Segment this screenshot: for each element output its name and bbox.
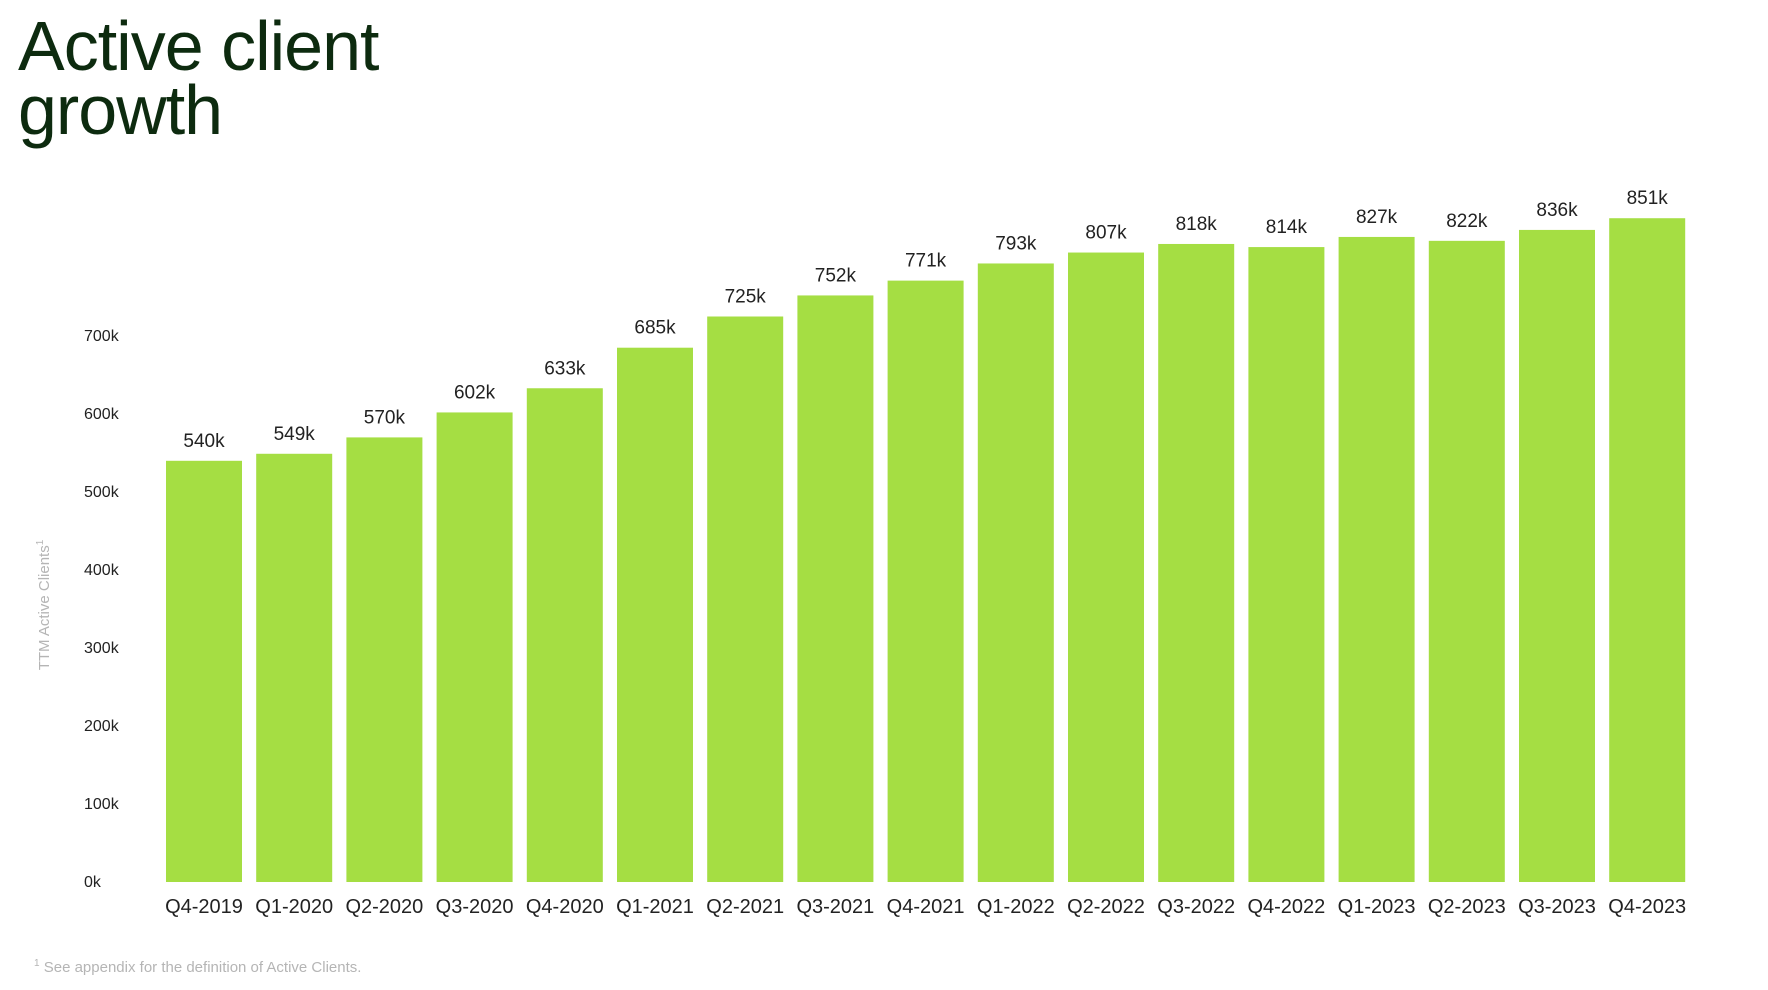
bar <box>707 316 784 882</box>
x-tick-label: Q3-2020 <box>436 896 514 918</box>
y-tick-label: 500k <box>84 484 120 501</box>
x-tick-label: Q2-2022 <box>1067 896 1145 918</box>
x-tick-label: Q4-2022 <box>1247 896 1325 918</box>
x-tick-label: Q2-2020 <box>345 896 423 918</box>
bar <box>1248 247 1325 882</box>
data-label: 822k <box>1446 211 1488 232</box>
data-label: 725k <box>725 287 767 308</box>
data-label: 807k <box>1085 223 1127 244</box>
x-tick-label: Q3-2023 <box>1518 896 1596 918</box>
data-labels: 540k 549k 570k 602k 633k 685k 725k 752k 771k 793k… <box>183 188 1668 452</box>
footnote: 1 See appendix for the definition of Act… <box>34 958 361 976</box>
bar <box>617 347 693 882</box>
data-label: 685k <box>634 318 676 339</box>
x-tick-label: Q4-2020 <box>526 896 604 918</box>
x-tick-label: Q1-2020 <box>255 896 333 918</box>
y-axis-label-group: TTM Active Clients1 <box>35 539 53 670</box>
y-tick-label: 100k <box>84 796 120 813</box>
data-label: 851k <box>1627 188 1669 209</box>
title-line-1: Active client <box>18 7 379 85</box>
data-label: 827k <box>1356 207 1398 228</box>
data-label: 771k <box>905 251 947 272</box>
bar <box>1428 240 1505 883</box>
x-tick-label: Q4-2021 <box>887 896 965 918</box>
y-tick-label: 400k <box>84 562 120 579</box>
data-label: 570k <box>364 407 406 428</box>
x-tick-label: Q1-2021 <box>616 896 694 918</box>
bar <box>436 412 513 882</box>
bar <box>1519 229 1595 883</box>
y-axis-label: TTM Active Clients1 <box>35 539 53 670</box>
bar <box>1158 243 1235 882</box>
y-tick-label: 200k <box>84 718 120 735</box>
bar <box>526 388 603 882</box>
data-label: 836k <box>1536 200 1578 221</box>
data-label: 549k <box>274 424 316 445</box>
title-line-2: growth <box>18 71 223 149</box>
footnote-text: See appendix for the definition of Activ… <box>43 959 362 976</box>
data-label: 818k <box>1176 214 1218 235</box>
bar <box>1068 252 1144 883</box>
y-tick-label: 300k <box>84 640 120 657</box>
data-label: 814k <box>1266 217 1308 238</box>
bars <box>166 218 1686 883</box>
bar <box>797 295 874 882</box>
x-tick-label: Q3-2022 <box>1157 896 1235 918</box>
bar <box>977 263 1054 883</box>
bar <box>887 280 964 882</box>
bar <box>1609 218 1686 883</box>
x-tick-label: Q2-2021 <box>706 896 784 918</box>
x-axis-ticks: Q4-2019 Q1-2020 Q2-2020 Q3-2020 Q4-2020 Q1-20… <box>165 896 1686 918</box>
x-tick-label: Q2-2023 <box>1428 896 1506 918</box>
y-axis-ticks: 0k 100k 200k 300k 400k 500k 600k 700k <box>84 328 120 891</box>
y-tick-label: 600k <box>84 406 120 423</box>
data-label: 540k <box>183 431 225 452</box>
y-tick-label: 700k <box>84 328 120 345</box>
x-tick-label: Q1-2022 <box>977 896 1055 918</box>
data-label: 752k <box>815 265 857 286</box>
y-tick-label: 0k <box>84 874 102 891</box>
x-tick-label: Q3-2021 <box>796 896 874 918</box>
y-axis-label-text: TTM Active Clients <box>36 545 53 670</box>
data-label: 633k <box>544 358 586 379</box>
x-tick-label: Q4-2023 <box>1608 896 1686 918</box>
bar <box>346 437 423 882</box>
bar <box>166 460 242 882</box>
data-label: 602k <box>454 382 496 403</box>
y-axis-label-superscript: 1 <box>35 539 46 545</box>
x-tick-label: Q1-2023 <box>1338 896 1416 918</box>
data-label: 793k <box>995 233 1037 254</box>
bar <box>1338 236 1415 882</box>
x-tick-label: Q4-2019 <box>165 896 243 918</box>
footnote-marker: 1 <box>34 958 40 969</box>
bar <box>256 453 333 882</box>
page-title: Active client growth <box>18 7 379 149</box>
